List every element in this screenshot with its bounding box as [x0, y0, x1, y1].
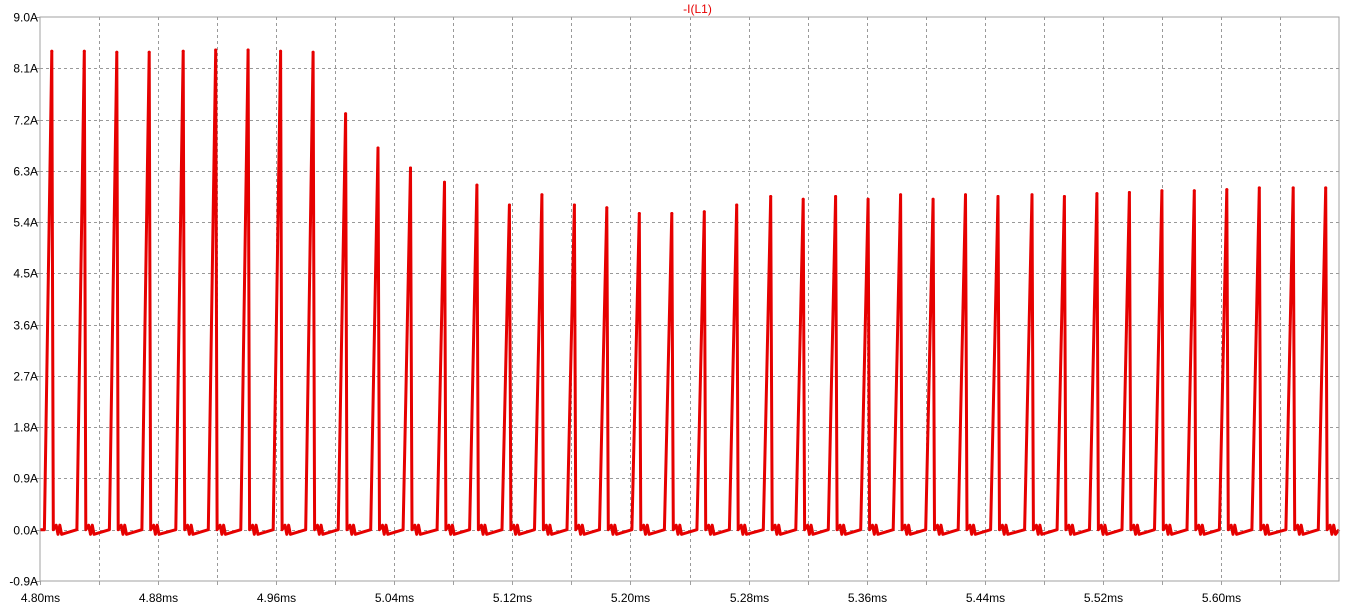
pulse-peak-point: [115, 50, 119, 54]
pulse-peak-point: [769, 195, 773, 198]
pulse-peak-point: [214, 48, 218, 52]
x-tick-label: 5.60ms: [1202, 591, 1241, 605]
trace-title[interactable]: -I(L1): [683, 2, 712, 16]
pulse-peak-point: [1062, 195, 1066, 198]
x-tick-label: 4.80ms: [21, 591, 60, 605]
x-tick-label: 5.36ms: [848, 591, 887, 605]
trace-layer: [40, 48, 1341, 536]
pulse-peak-point: [1257, 186, 1261, 190]
pulse-peak-point: [540, 193, 544, 197]
y-tick-label: -0.9A: [9, 575, 38, 589]
pulse-peak-point: [1291, 186, 1295, 190]
pulse-peak-point: [572, 203, 576, 207]
pulse-peak-point: [311, 50, 315, 54]
y-tick-label: 0.9A: [13, 472, 38, 486]
pulse-peak-point: [670, 212, 674, 215]
pulse-peak-point: [409, 166, 412, 170]
y-tick-label: 0.0A: [13, 524, 38, 538]
y-tick-label: 5.4A: [13, 216, 38, 230]
series-line: [40, 48, 1341, 536]
pulse-peak-point: [637, 212, 641, 215]
x-tick-label: 5.44ms: [966, 591, 1005, 605]
y-tick-label: 6.3A: [13, 165, 38, 179]
x-tick-label: 5.04ms: [375, 591, 414, 605]
x-tick-label: 5.20ms: [611, 591, 650, 605]
pulse-peak-point: [475, 183, 479, 187]
y-tick-label: 7.2A: [13, 114, 38, 128]
pulse-peak-point: [279, 49, 283, 53]
pulse-peak-point: [50, 49, 54, 53]
pulse-peak-point: [82, 49, 86, 53]
tick-labels: 4.80ms 4.88ms 4.96ms 5.04ms 5.12ms 5.20ms 5.28…: [9, 11, 1281, 605]
y-tick-label: 3.6A: [13, 319, 38, 333]
pulse-peak-point: [1030, 193, 1034, 197]
plot-frame: [39, 16, 1340, 582]
pulse-peak-point: [834, 195, 838, 198]
pulse-peak-point: [376, 146, 380, 150]
y-tick-label: 8.1A: [13, 62, 38, 76]
pulse-peak-point: [246, 48, 250, 52]
pulse-peak-point: [181, 49, 185, 53]
pulse-peak-point: [931, 197, 935, 201]
pulse-peak-point: [344, 112, 348, 116]
y-tick-label: 9.0A: [13, 11, 38, 25]
pulse-peak-point: [147, 50, 151, 54]
pulse-peak-point: [702, 210, 706, 214]
pulse-peak-point: [1127, 191, 1131, 194]
y-tick-label: 2.7A: [13, 370, 38, 384]
pulse-peak-point: [801, 197, 805, 201]
pulse-peak-point: [1160, 189, 1164, 193]
y-tick-label: 1.8A: [13, 421, 38, 435]
pulse-peak-point: [1324, 186, 1328, 190]
pulse-peak-point: [1095, 192, 1099, 196]
pulse-peak-point: [964, 193, 967, 197]
x-tick-label: 5.52ms: [1084, 591, 1123, 605]
x-tick-label: 5.28ms: [730, 591, 769, 605]
x-tick-label: 4.88ms: [139, 591, 178, 605]
pulse-peak-point: [899, 193, 903, 197]
x-tick-label: 4.96ms: [257, 591, 296, 605]
pulse-peak-point: [507, 203, 511, 207]
pulse-peak-point: [1225, 188, 1229, 192]
x-tick-label: 5.12ms: [493, 591, 532, 605]
pulse-peak-point: [866, 197, 870, 201]
pulse-peak-point: [735, 203, 739, 207]
y-tick-label: 4.5A: [13, 267, 38, 281]
pulse-peak-point: [996, 195, 1000, 198]
pulse-peak-point: [443, 180, 446, 184]
pulse-peak-point: [605, 206, 609, 210]
pulse-peak-point: [1192, 189, 1196, 193]
